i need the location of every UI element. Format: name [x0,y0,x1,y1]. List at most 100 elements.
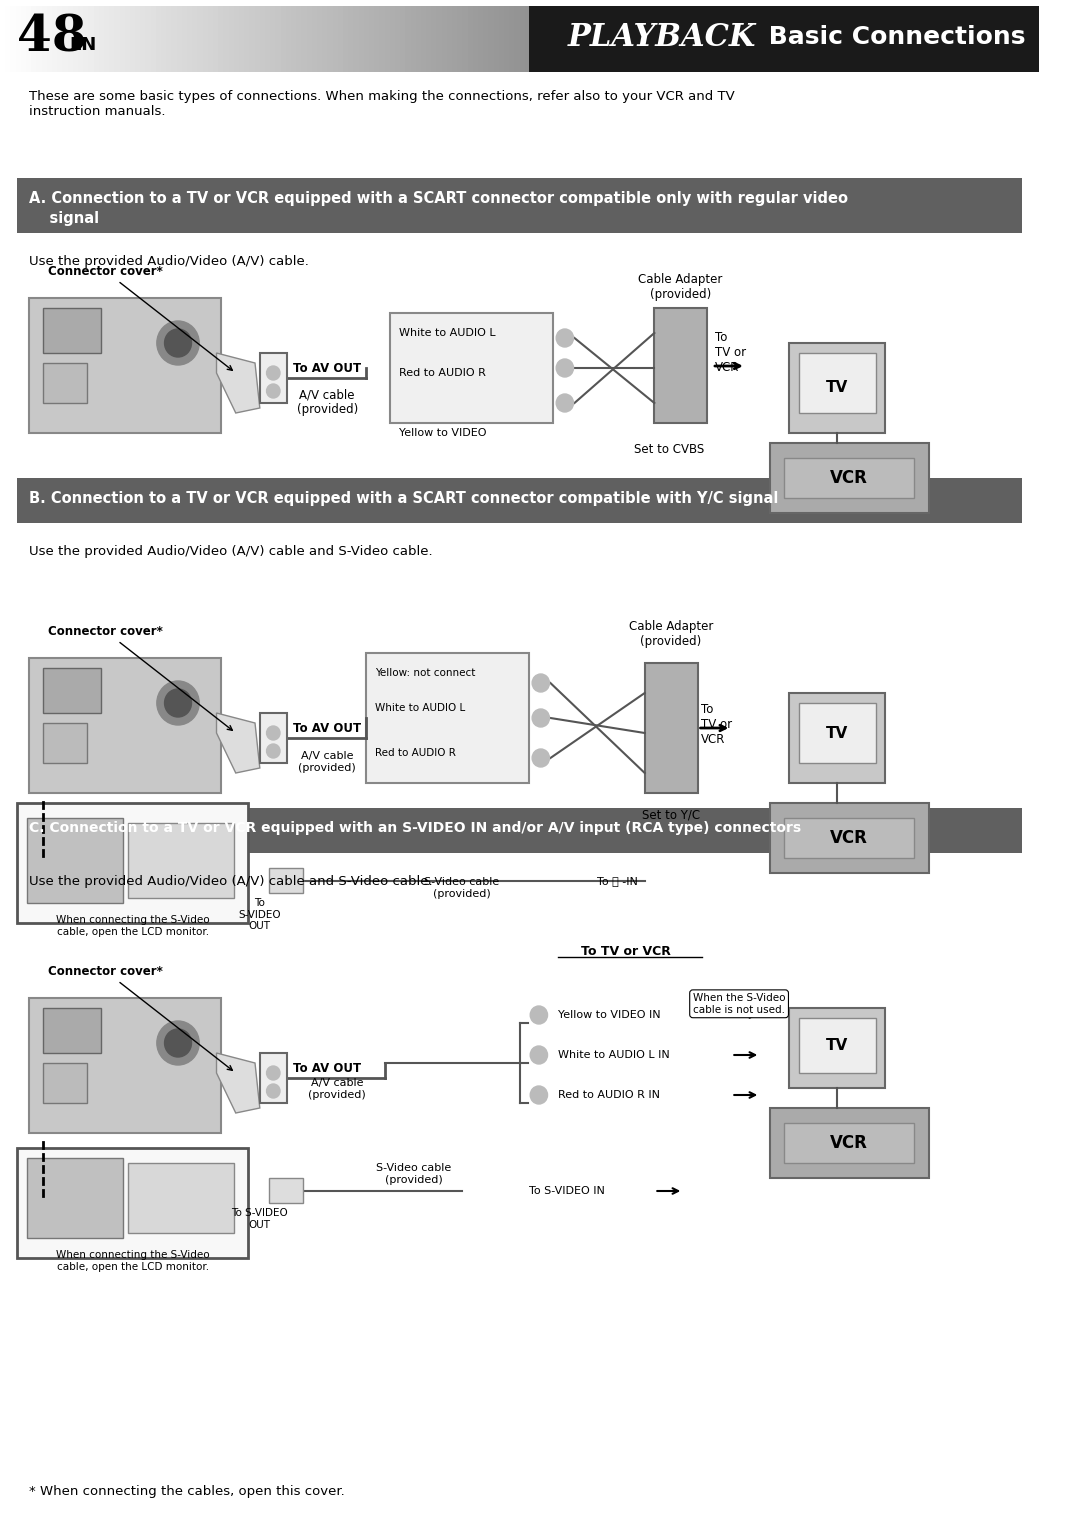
Bar [649,6,656,72]
Circle shape [556,394,573,412]
Text: Red to AUDIO R: Red to AUDIO R [400,368,486,379]
Bar [754,6,759,72]
Bar [967,6,973,72]
Bar [529,6,1039,72]
Bar [858,6,864,72]
Bar [728,6,733,72]
Circle shape [267,744,280,757]
Bar [114,6,121,72]
Bar [799,704,876,763]
Circle shape [267,383,280,399]
Text: TV: TV [826,1038,848,1053]
Text: C. Connection to a TV or VCR equipped with an S-VIDEO IN and/or A/V input (RCA t: C. Connection to a TV or VCR equipped wi… [29,822,801,835]
Text: White to AUDIO L: White to AUDIO L [400,328,496,337]
Bar [427,6,432,72]
Bar [654,308,707,423]
Bar [27,1157,123,1239]
Text: TV: TV [826,380,848,396]
Bar [94,6,99,72]
Bar [78,6,84,72]
Circle shape [164,688,191,717]
Bar [904,6,910,72]
Text: To
TV or
VCR: To TV or VCR [701,704,731,747]
Bar [43,724,86,763]
Circle shape [267,1084,280,1098]
Bar [504,6,510,72]
Bar [987,6,994,72]
Circle shape [530,1085,548,1104]
Bar [738,6,744,72]
Bar [723,6,728,72]
Bar [198,6,204,72]
Text: White to AUDIO L: White to AUDIO L [375,704,465,713]
Bar [156,6,162,72]
Bar [645,662,698,793]
Bar [390,313,553,423]
Bar [1018,6,1025,72]
Bar [998,6,1003,72]
Bar [950,6,957,72]
Text: A/V cable
(provided): A/V cable (provided) [308,1078,366,1099]
Bar [166,6,173,72]
Bar [140,6,147,72]
Bar [98,6,105,72]
Bar [192,6,199,72]
Bar [130,6,136,72]
Circle shape [532,708,550,727]
Bar [799,353,876,412]
Bar [941,6,947,72]
Text: B. Connection to a TV or VCR equipped with a SCART connector compatible with Y/C: B. Connection to a TV or VCR equipped wi… [29,491,779,506]
Bar [826,6,833,72]
Bar [608,6,615,72]
Bar [577,6,583,72]
Bar [43,1062,86,1104]
Bar [956,6,962,72]
Bar [852,6,859,72]
Bar [124,6,131,72]
Bar [514,6,521,72]
Bar [770,443,929,514]
Bar [296,6,302,72]
Bar [909,6,916,72]
Bar [249,6,256,72]
Bar [41,6,48,72]
Bar [405,6,411,72]
Bar [1013,6,1020,72]
Bar [571,6,578,72]
Bar [52,6,58,72]
Bar [961,6,968,72]
Bar [43,363,86,403]
Bar [269,1177,303,1203]
Bar [566,6,572,72]
Bar [717,6,724,72]
Bar [286,6,292,72]
Bar [436,6,443,72]
Bar [789,693,886,783]
Circle shape [532,675,550,691]
Bar [789,1009,886,1088]
Text: EN: EN [69,35,96,54]
Bar [442,6,448,72]
Text: Yellow: not connect: Yellow: not connect [375,668,475,678]
Bar [671,6,676,72]
Bar [770,1108,929,1177]
Bar [473,6,480,72]
Bar [675,6,681,72]
Bar [660,6,666,72]
Bar [244,6,251,72]
Bar [946,6,951,72]
Bar [712,6,718,72]
Bar [806,6,811,72]
Bar [525,6,531,72]
Text: To S-VIDEO IN: To S-VIDEO IN [529,1187,605,1196]
Bar [748,6,755,72]
Bar [421,6,427,72]
Text: Cable Adapter
(provided): Cable Adapter (provided) [629,619,713,648]
Bar [789,6,796,72]
Bar [265,6,271,72]
Text: To Ⓢ -IN: To Ⓢ -IN [596,875,637,886]
Bar [369,6,375,72]
Text: Set to Y/C: Set to Y/C [642,808,700,822]
Text: Yellow to VIDEO IN: Yellow to VIDEO IN [558,1010,661,1019]
Bar [551,6,557,72]
